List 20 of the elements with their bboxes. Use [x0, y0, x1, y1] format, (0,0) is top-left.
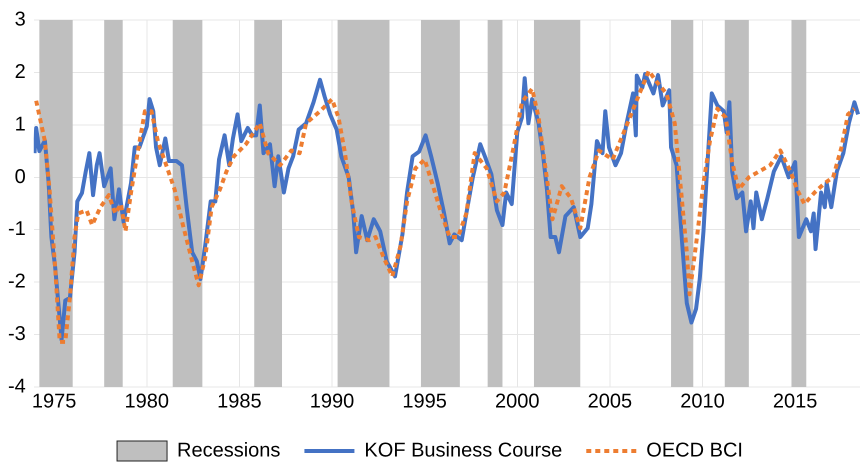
- x-tick-label: 1985: [217, 390, 262, 413]
- x-tick-label: 1990: [310, 390, 354, 413]
- y-tick-label: -2: [8, 270, 26, 293]
- x-tick-label: 2000: [495, 390, 540, 413]
- y-tick-label: 1: [14, 113, 26, 136]
- x-tick-label: 2010: [680, 390, 725, 413]
- x-tick-label: 2005: [588, 390, 632, 413]
- x-tick-label: 1995: [402, 390, 447, 413]
- y-tick-label: -3: [8, 323, 26, 346]
- x-tick-label: 1980: [124, 390, 170, 413]
- y-tick-label: -1: [8, 218, 26, 240]
- y-tick-label: 3: [14, 8, 26, 31]
- legend-label: Recessions: [177, 440, 280, 462]
- y-tick-label: -4: [8, 376, 26, 398]
- x-tick-label: 2015: [772, 390, 818, 413]
- x-tick-label: 1975: [32, 390, 76, 413]
- legend-label: OECD BCI: [646, 440, 743, 462]
- y-tick-label: 0: [14, 166, 26, 188]
- y-tick-label: 2: [14, 60, 26, 83]
- legend-label: KOF Business Course: [364, 440, 562, 462]
